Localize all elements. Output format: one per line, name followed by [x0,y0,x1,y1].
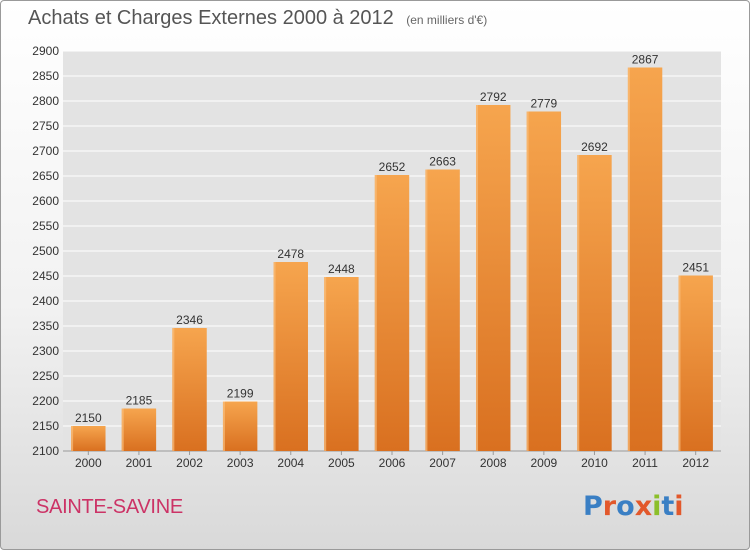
bar-highlight [526,111,529,451]
x-tick-label: 2001 [126,456,153,470]
bar[interactable] [121,408,157,452]
bar-value-label: 2779 [530,97,557,111]
bar-highlight [476,105,479,451]
bar-value-label: 2867 [632,53,659,67]
title-row: Achats et Charges Externes 2000 à 2012 (… [28,7,487,30]
x-tick-label: 2010 [581,456,608,470]
y-tick-label: 2450 [32,269,59,283]
x-tick-label: 2003 [227,456,254,470]
bar-highlight [627,67,630,451]
bar[interactable] [222,401,258,452]
bar-value-label: 2346 [176,313,203,327]
bar[interactable] [627,67,663,452]
x-tick-label: 2000 [75,456,102,470]
bar-value-label: 2663 [429,155,456,169]
y-tick-label: 2100 [32,444,59,458]
logo-letter: i [674,491,684,522]
bar-highlight [222,401,225,451]
y-tick-label: 2300 [32,344,59,358]
y-tick-label: 2750 [32,119,59,133]
logo-letter: P [583,491,603,522]
x-tick-label: 2007 [429,456,456,470]
bar[interactable] [526,111,562,452]
bar-value-label: 2478 [277,247,304,261]
bar-value-label: 2150 [75,411,102,425]
bar-highlight [374,175,377,451]
logo-letter: i [652,491,662,522]
logo-letter: x [634,491,653,522]
bar-highlight [324,277,327,451]
bar[interactable] [374,175,410,451]
bar-value-label: 2451 [682,261,709,275]
logo-letter: t [661,491,675,522]
logo-letter: r [602,491,617,522]
bar[interactable] [71,426,106,451]
bar-highlight [577,155,580,451]
axis-layer: 2100 2150 2200 2250 2300 2350 2400 2450 2500 2550… [32,44,721,470]
y-tick-label: 2650 [32,169,59,183]
x-tick-label: 2011 [632,456,658,470]
x-tick-label: 2005 [328,456,355,470]
bar-highlight [425,169,428,451]
y-tick-label: 2600 [32,194,59,208]
y-tick-label: 2500 [32,244,59,258]
y-tick-label: 2900 [32,44,59,58]
y-tick-label: 2550 [32,219,59,233]
bar-value-label: 2185 [126,394,153,408]
y-tick-label: 2800 [32,94,59,108]
bar[interactable] [425,169,460,452]
x-tick-label: 2008 [480,456,507,470]
bar-value-label: 2692 [581,140,608,154]
city-name: SAINTE-SAVINE [36,496,183,518]
bar-highlight [273,262,276,451]
bar-value-label: 2199 [227,387,254,401]
bar-value-label: 2448 [328,262,355,276]
x-tick-label: 2012 [682,456,709,470]
bar[interactable] [476,105,511,451]
bar[interactable] [678,275,713,452]
y-tick-label: 2700 [32,144,59,158]
chart-title: Achats et Charges Externes 2000 à 2012 [28,7,394,29]
bar-value-label: 2792 [480,90,507,104]
y-tick-label: 2350 [32,319,59,333]
chart-subtitle: (en milliers d'€) [406,13,488,27]
y-tick-label: 2850 [32,69,59,83]
bar-highlight [172,328,175,451]
y-tick-label: 2400 [32,294,59,308]
bar[interactable] [273,262,308,451]
bar[interactable] [577,155,612,451]
x-tick-label: 2002 [176,456,203,470]
bar-highlight [121,408,124,451]
x-tick-label: 2009 [530,456,557,470]
bar-highlight [678,275,681,451]
logo-letter: o [616,491,635,522]
y-tick-label: 2200 [32,394,59,408]
bar[interactable] [324,277,359,451]
label-layer: 2150 2185 2346 2199 2478 2448 2652 2663 2792 2779… [75,53,709,426]
x-tick-label: 2006 [379,456,406,470]
bar-highlight [71,426,74,451]
bar-value-label: 2652 [379,160,406,174]
y-tick-label: 2250 [32,369,59,383]
proxiti-logo[interactable]: Proxiti [583,491,684,522]
y-tick-label: 2150 [32,419,59,433]
x-tick-label: 2004 [277,456,304,470]
bar-layer [71,67,713,452]
bar[interactable] [172,328,207,451]
